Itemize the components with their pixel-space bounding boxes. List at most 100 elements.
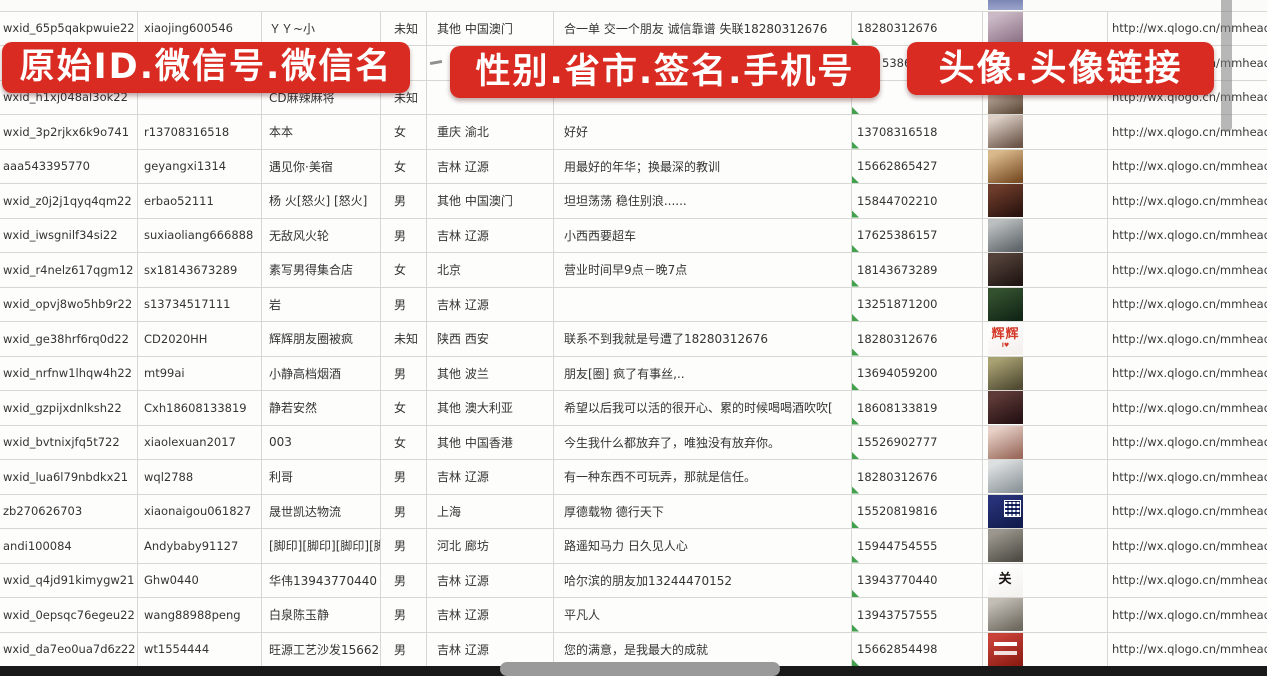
cell-avatar-url[interactable]: http://wx.qlogo.cn/mmhead	[1112, 538, 1267, 553]
cell-gender[interactable]: 男	[381, 184, 427, 218]
cell-signature[interactable]: 路遥知马力 日久见人心	[554, 529, 852, 563]
cell-region[interactable]: 河北 廊坊	[427, 529, 554, 563]
cell-original-id[interactable]: wxid_0epsqc76egeu22	[0, 598, 138, 632]
cell-avatar[interactable]	[983, 149, 1108, 183]
cell-region[interactable]: 吉林 辽源	[427, 460, 554, 494]
cell-original-id[interactable]: aaa543395770	[0, 149, 138, 183]
cell-avatar-url[interactable]: http://wx.qlogo.cn/mmhead	[1112, 366, 1267, 381]
cell-wechat-id[interactable]: wql2788	[138, 460, 262, 494]
cell-phone[interactable]: 17625386157	[852, 218, 983, 252]
cell-wechat-name[interactable]: 辉辉朋友圈被疯	[262, 322, 381, 356]
cell-gender[interactable]: 未知	[381, 322, 427, 356]
horizontal-scrollbar-thumb[interactable]	[500, 662, 780, 676]
cell-original-id[interactable]: wxid_ge38hrf6rq0d22	[0, 322, 138, 356]
cell-wechat-id[interactable]: xiaonaigou061827	[138, 494, 262, 528]
cell-signature[interactable]: 好好	[554, 115, 852, 149]
cell-phone[interactable]: 13943757555	[852, 598, 983, 632]
cell-original-id[interactable]: wxid_lua6l79nbdkx21	[0, 460, 138, 494]
cell-wechat-id[interactable]: sx18143673289	[138, 253, 262, 287]
cell-wechat-name[interactable]: 白泉陈玉静	[262, 598, 381, 632]
cell-original-id[interactable]: wxid_3p2rjkx6k9o741	[0, 115, 138, 149]
cell-avatar-url[interactable]: http://wx.qlogo.cn/mmhead	[1112, 435, 1267, 450]
cell-gender[interactable]: 女	[381, 425, 427, 459]
cell-signature[interactable]: 哈尔滨的朋友加13244470152	[554, 563, 852, 597]
cell-region[interactable]: 吉林 辽源	[427, 149, 554, 183]
cell-wechat-id[interactable]: mt99ai	[138, 356, 262, 390]
cell-wechat-id[interactable]	[138, 80, 262, 114]
cell-wechat-id[interactable]: wt1554444	[138, 632, 262, 666]
cell-wechat-name[interactable]: 华伟13943770440	[262, 563, 381, 597]
cell-wechat-id[interactable]: Cxh18608133819	[138, 391, 262, 425]
cell-avatar[interactable]	[983, 218, 1108, 252]
cell-signature[interactable]: 朋友[圈] 疯了有事丝,..	[554, 356, 852, 390]
cell-gender[interactable]: 男	[381, 356, 427, 390]
cell-wechat-name[interactable]: 利哥	[262, 460, 381, 494]
cell-wechat-name[interactable]: 旺源工艺沙发15662854	[262, 632, 381, 666]
cell-gender[interactable]: 女	[381, 391, 427, 425]
cell-phone[interactable]: 15844702210	[852, 184, 983, 218]
cell-signature[interactable]: 坦坦荡荡 稳住别浪......	[554, 184, 852, 218]
cell-wechat-name[interactable]: 杨 火[怒火] [怒火]	[262, 184, 381, 218]
cell-signature[interactable]: 厚德载物 德行天下	[554, 494, 852, 528]
cell-wechat-name[interactable]: [脚印][脚印][脚印][脚印]	[262, 529, 381, 563]
cell-avatar-url[interactable]: http://wx.qlogo.cn/mmhead	[1112, 331, 1267, 346]
cell-wechat-id[interactable]: erbao52111	[138, 184, 262, 218]
cell-phone[interactable]: 18608133819	[852, 391, 983, 425]
cell-phone[interactable]: 15662854498	[852, 632, 983, 666]
cell-wechat-name[interactable]: 遇见你·美宿	[262, 149, 381, 183]
cell-wechat-id[interactable]: suxiaoliang666888	[138, 218, 262, 252]
cell-avatar[interactable]	[983, 529, 1108, 563]
cell-avatar-url[interactable]: http://wx.qlogo.cn/mmhead	[1112, 400, 1267, 415]
cell-phone[interactable]: 18143673289	[852, 253, 983, 287]
cell-avatar-url[interactable]: http://wx.qlogo.cn/mmhead	[1112, 504, 1267, 519]
cell-signature[interactable]: 合一单 交一个朋友 诚信靠谱 失联18280312676	[554, 11, 852, 45]
cell-signature[interactable]: 用最好的年华；换最深的教训	[554, 149, 852, 183]
cell-avatar-url[interactable]: http://wx.qlogo.cn/mmhead	[1112, 228, 1267, 243]
cell-phone[interactable]: 13251871200	[852, 287, 983, 321]
cell-wechat-name[interactable]: 无敌风火轮	[262, 218, 381, 252]
cell-wechat-name[interactable]: 003	[262, 425, 381, 459]
cell-region[interactable]: 上海	[427, 494, 554, 528]
cell-region[interactable]: 陕西 西安	[427, 322, 554, 356]
cell-gender[interactable]: 未知	[381, 80, 427, 114]
cell-original-id[interactable]: wxid_r4nelz617qgm12	[0, 253, 138, 287]
cell-gender[interactable]: 男	[381, 218, 427, 252]
cell-region[interactable]: 吉林 辽源	[427, 598, 554, 632]
cell-signature[interactable]	[554, 287, 852, 321]
cell-signature[interactable]: 平凡人	[554, 598, 852, 632]
cell-signature[interactable]: 有一种东西不可玩弄，那就是信任。	[554, 460, 852, 494]
cell-original-id[interactable]: wxid_nrfnw1lhqw4h22	[0, 356, 138, 390]
cell-avatar-url[interactable]: http://wx.qlogo.cn/mmhead	[1112, 124, 1267, 139]
cell-avatar[interactable]	[983, 287, 1108, 321]
cell-avatar[interactable]	[983, 494, 1108, 528]
cell-region[interactable]: 吉林 辽源	[427, 287, 554, 321]
cell-phone[interactable]: 13943770440	[852, 563, 983, 597]
vertical-scrollbar-thumb[interactable]	[1221, 0, 1232, 132]
cell-region[interactable]: 吉林 辽源	[427, 218, 554, 252]
cell-avatar[interactable]	[983, 425, 1108, 459]
cell-region[interactable]: 其他 中国澳门	[427, 11, 554, 45]
cell-signature[interactable]: 小西西要超车	[554, 218, 852, 252]
cell-avatar-url[interactable]: http://wx.qlogo.cn/mmhead	[1112, 642, 1267, 657]
cell-wechat-name[interactable]: 小静高档烟酒	[262, 356, 381, 390]
cell-phone[interactable]: 15520819816	[852, 494, 983, 528]
cell-avatar[interactable]: 关	[983, 563, 1108, 597]
cell-avatar[interactable]	[983, 598, 1108, 632]
cell-avatar[interactable]	[983, 115, 1108, 149]
cell-gender[interactable]	[381, 46, 427, 80]
cell-phone[interactable]: 18280312676	[852, 460, 983, 494]
cell-avatar[interactable]	[983, 356, 1108, 390]
cell-avatar-url[interactable]: http://wx.qlogo.cn/mmhead	[1112, 573, 1267, 588]
cell-wechat-id[interactable]: s13734517111	[138, 287, 262, 321]
cell-signature[interactable]: 营业时间早9点－晚7点	[554, 253, 852, 287]
cell-signature[interactable]: 您的满意，是我最大的成就	[554, 632, 852, 666]
cell-region[interactable]: 其他 波兰	[427, 356, 554, 390]
cell-region[interactable]: 吉林 辽源	[427, 632, 554, 666]
cell-gender[interactable]: 男	[381, 529, 427, 563]
cell-region[interactable]: 其他 中国香港	[427, 425, 554, 459]
cell-gender[interactable]: 未知	[381, 11, 427, 45]
cell-original-id[interactable]: wxid_65p5qakpwuie22	[0, 11, 138, 45]
cell-gender[interactable]: 男	[381, 563, 427, 597]
cell-wechat-name[interactable]: 静若安然	[262, 391, 381, 425]
cell-phone[interactable]	[852, 80, 983, 114]
